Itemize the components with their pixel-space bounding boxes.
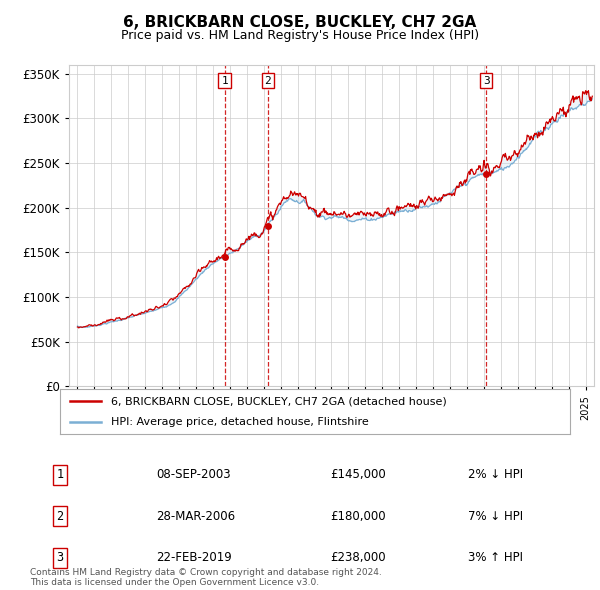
Text: 28-MAR-2006: 28-MAR-2006	[156, 510, 235, 523]
Text: Contains HM Land Registry data © Crown copyright and database right 2024.
This d: Contains HM Land Registry data © Crown c…	[30, 568, 382, 587]
Text: 3% ↑ HPI: 3% ↑ HPI	[468, 551, 523, 564]
Text: £180,000: £180,000	[330, 510, 386, 523]
Text: 6, BRICKBARN CLOSE, BUCKLEY, CH7 2GA (detached house): 6, BRICKBARN CLOSE, BUCKLEY, CH7 2GA (de…	[111, 396, 447, 407]
Text: 7% ↓ HPI: 7% ↓ HPI	[468, 510, 523, 523]
Text: £238,000: £238,000	[330, 551, 386, 564]
Text: 3: 3	[56, 551, 64, 564]
Text: £145,000: £145,000	[330, 468, 386, 481]
Text: 6, BRICKBARN CLOSE, BUCKLEY, CH7 2GA: 6, BRICKBARN CLOSE, BUCKLEY, CH7 2GA	[124, 15, 476, 30]
Text: HPI: Average price, detached house, Flintshire: HPI: Average price, detached house, Flin…	[111, 417, 369, 427]
Text: 08-SEP-2003: 08-SEP-2003	[156, 468, 230, 481]
Text: 2: 2	[265, 76, 271, 86]
Text: 2: 2	[56, 510, 64, 523]
Text: 3: 3	[483, 76, 490, 86]
Text: 1: 1	[56, 468, 64, 481]
Text: 22-FEB-2019: 22-FEB-2019	[156, 551, 232, 564]
Text: 1: 1	[221, 76, 228, 86]
Text: 2% ↓ HPI: 2% ↓ HPI	[468, 468, 523, 481]
Text: Price paid vs. HM Land Registry's House Price Index (HPI): Price paid vs. HM Land Registry's House …	[121, 30, 479, 42]
